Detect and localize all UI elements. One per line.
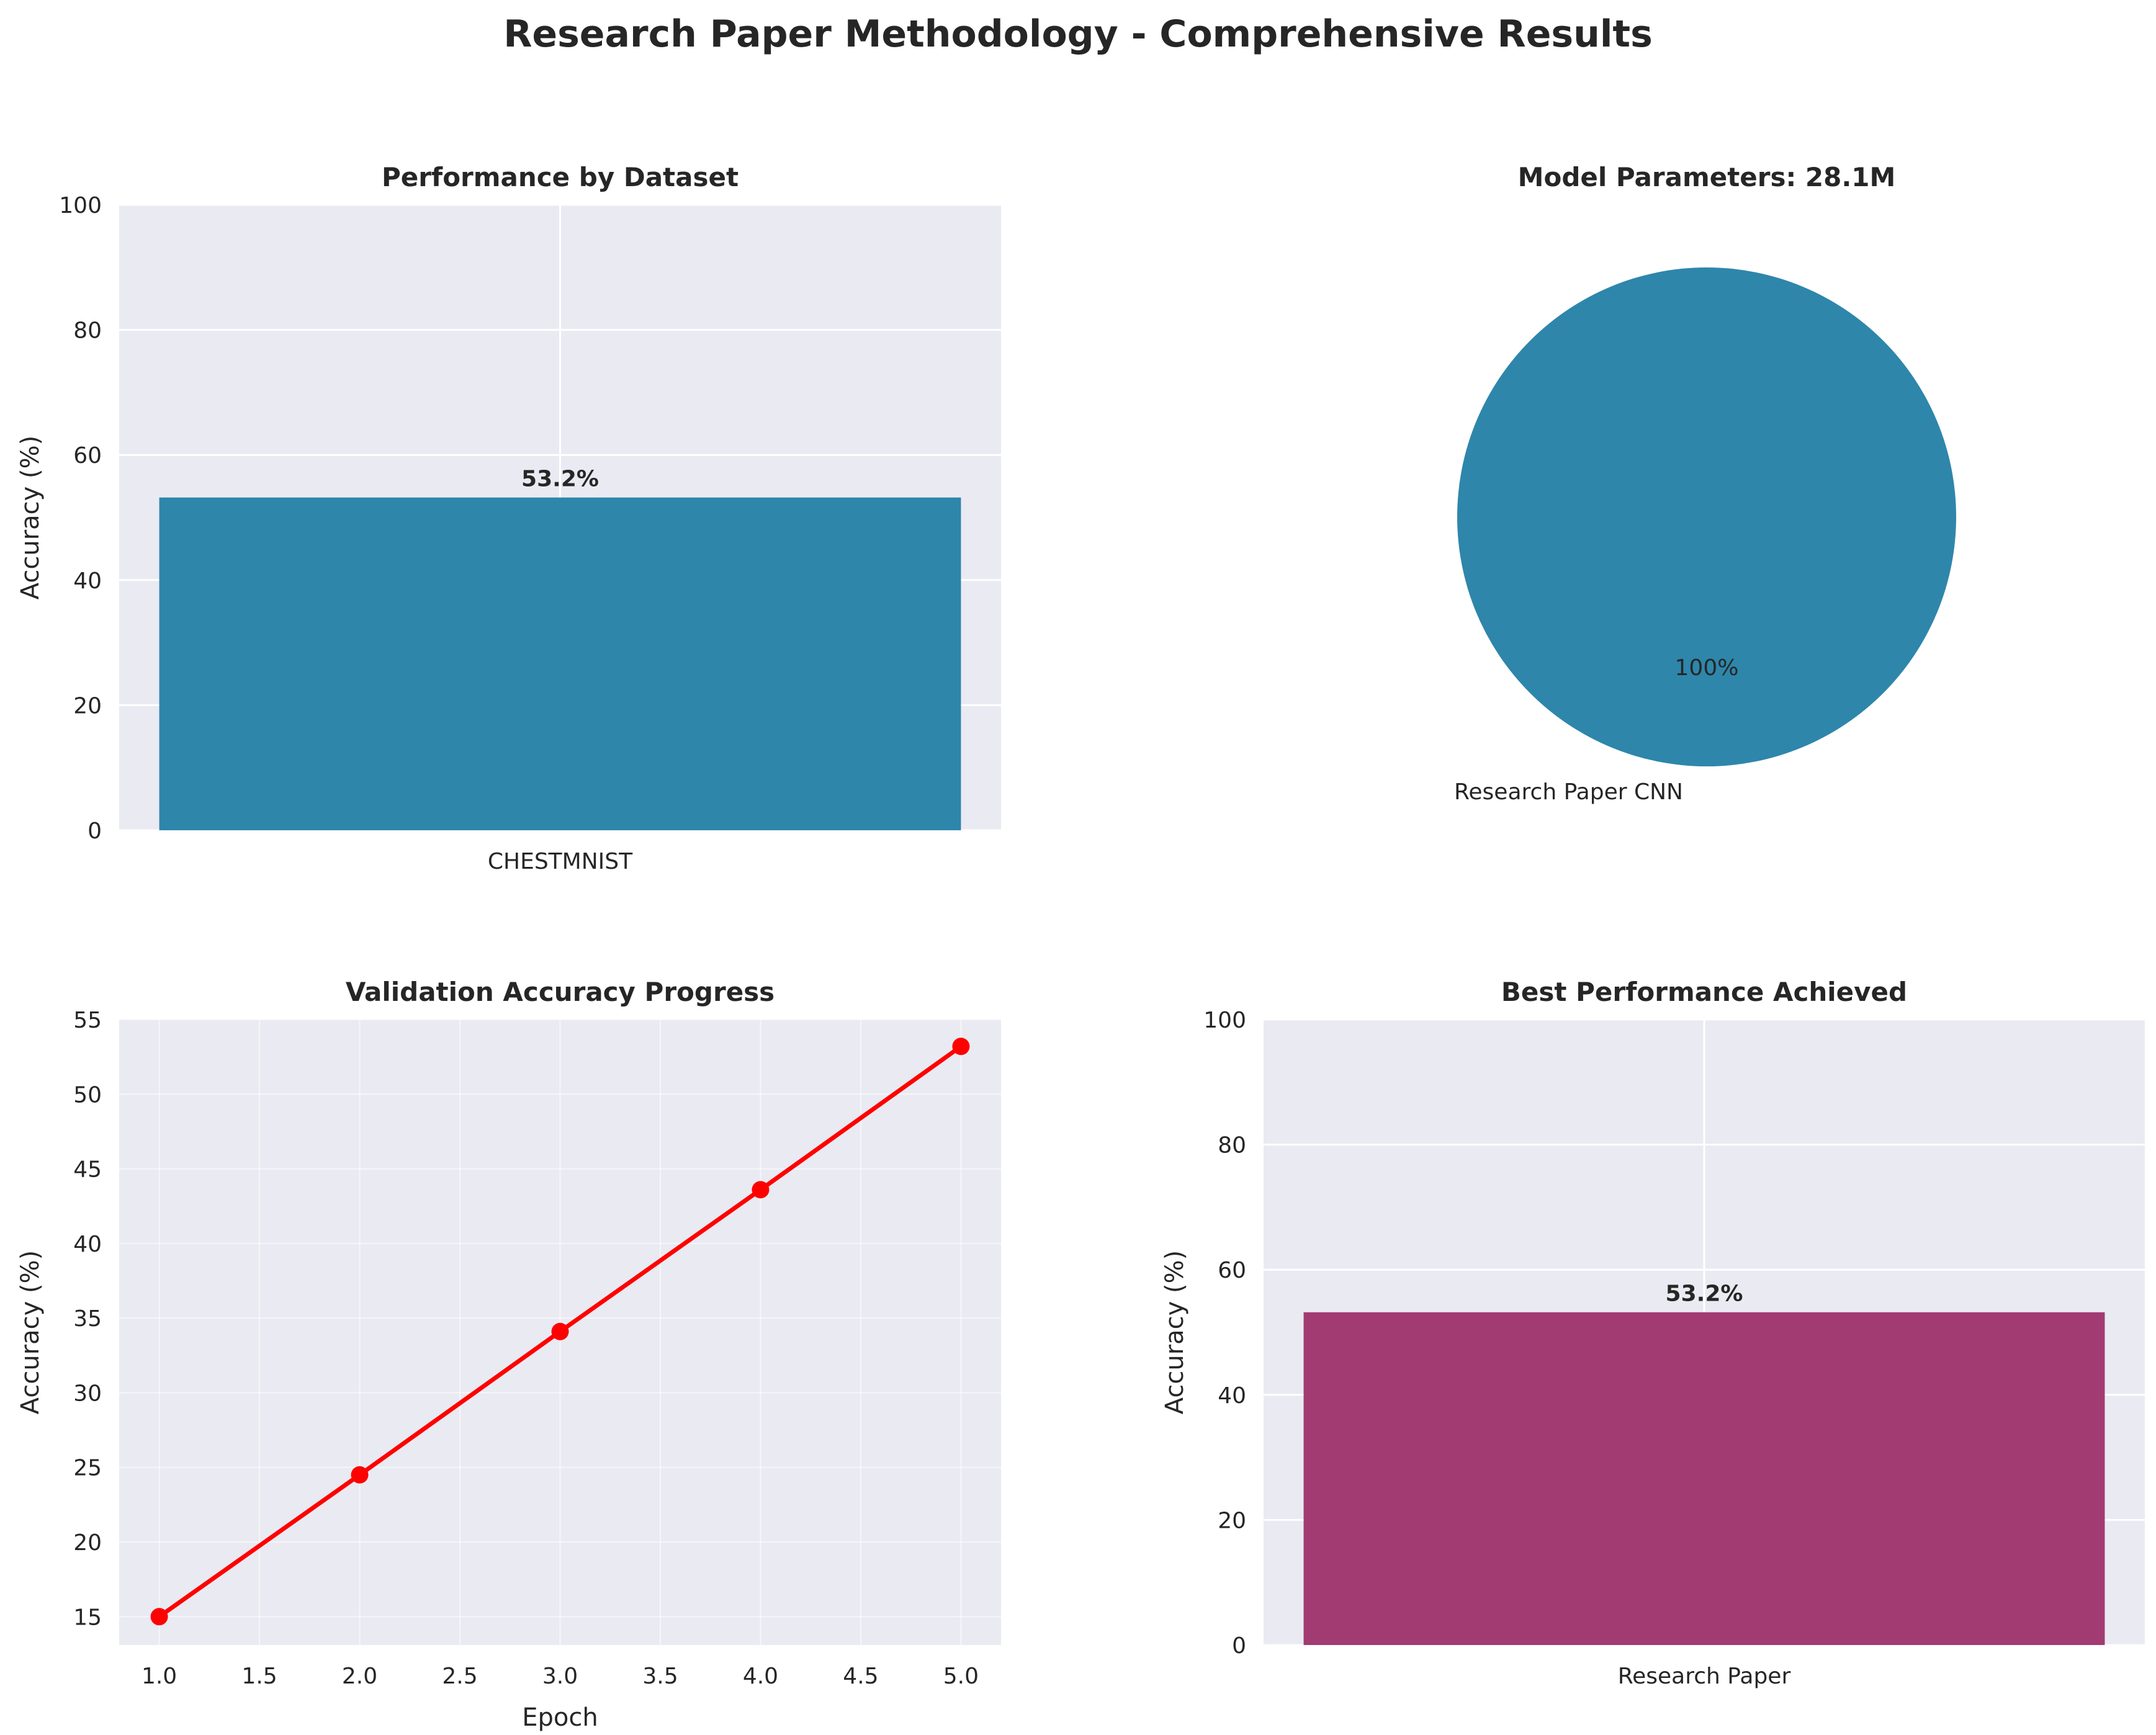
valacc-title: Validation Accuracy Progress [346, 977, 775, 1007]
best-ytick-label: 20 [1218, 1508, 1246, 1533]
valacc-ytick-label: 20 [73, 1530, 102, 1556]
best-ytick-label: 80 [1218, 1133, 1246, 1159]
valacc-ytick-label: 40 [73, 1232, 102, 1257]
dataset-ytick-label: 20 [73, 693, 102, 719]
params-title: Model Parameters: 28.1M [1518, 162, 1896, 192]
params-slice-label: Research Paper CNN [1454, 779, 1683, 805]
best-ytick-label: 40 [1218, 1383, 1246, 1409]
valacc-ytick-label: 15 [73, 1605, 102, 1630]
valacc-xtick-label: 4.0 [743, 1664, 778, 1689]
dataset-xtick-label: CHESTMNIST [488, 849, 633, 874]
valacc-data-point [150, 1608, 168, 1626]
valacc-data-point [952, 1038, 970, 1056]
dataset-title: Performance by Dataset [382, 162, 739, 192]
valacc-xtick-label: 3.5 [642, 1664, 678, 1689]
performance-by-dataset-chart: 0 20 40 60 80 100 53.2% CHESTMNIST Performance b… [16, 162, 1001, 874]
dataset-bar [159, 497, 961, 830]
valacc-xtick-label: 3.0 [542, 1664, 578, 1689]
valacc-xtick-label: 2.5 [442, 1664, 477, 1689]
valacc-ytick-label: 45 [73, 1157, 102, 1183]
best-performance-chart: 0 20 40 60 80 100 53.2% Research Paper Best Perf… [1161, 977, 2145, 1689]
valacc-xtick-label: 1.0 [141, 1664, 177, 1689]
dataset-ytick-label: 80 [73, 318, 102, 344]
best-ytick-label: 60 [1218, 1258, 1246, 1283]
dataset-ytick-label: 60 [73, 443, 102, 468]
figure-title: Research Paper Methodology - Comprehensi… [503, 12, 1653, 56]
best-ytick-label: 100 [1203, 1008, 1246, 1033]
best-ytick-label: 0 [1232, 1633, 1246, 1659]
valacc-ytick-label: 50 [73, 1082, 102, 1108]
valacc-data-point [752, 1181, 770, 1199]
params-pct-label: 100% [1675, 655, 1739, 681]
valacc-xlabel: Epoch [522, 1703, 598, 1732]
dataset-ytick-label: 40 [73, 568, 102, 594]
dataset-ytick-label: 100 [59, 193, 102, 218]
params-slice [1457, 267, 1956, 766]
valacc-ytick-label: 55 [73, 1008, 102, 1033]
valacc-xtick-label: 4.5 [843, 1664, 878, 1689]
best-title: Best Performance Achieved [1501, 977, 1907, 1007]
best-xtick-label: Research Paper [1618, 1664, 1791, 1689]
valacc-xtick-label: 1.5 [241, 1664, 277, 1689]
valacc-data-point [551, 1322, 569, 1340]
valacc-data-point [351, 1466, 369, 1484]
valacc-xtick-label: 5.0 [943, 1664, 979, 1689]
dataset-ytick-label: 0 [88, 818, 102, 844]
dataset-bar-value-label: 53.2% [521, 467, 599, 492]
best-bar-value-label: 53.2% [1666, 1281, 1743, 1307]
best-bar [1303, 1312, 2105, 1645]
best-ylabel: Accuracy (%) [1161, 1250, 1189, 1415]
valacc-ytick-label: 35 [73, 1306, 102, 1332]
valacc-ylabel: Accuracy (%) [16, 1250, 45, 1415]
valacc-ytick-label: 25 [73, 1456, 102, 1481]
validation-accuracy-line-chart: 15 20 25 30 35 40 45 50 55 1.0 1.5 2.0 2.5 3.0 3.5 4.0 4… [16, 977, 1001, 1732]
dataset-ylabel: Accuracy (%) [16, 436, 45, 600]
valacc-ytick-label: 30 [73, 1381, 102, 1406]
model-parameters-pie-chart: 100% Research Paper CNN Model Parameters: … [1454, 162, 1956, 805]
valacc-xtick-label: 2.0 [342, 1664, 377, 1689]
